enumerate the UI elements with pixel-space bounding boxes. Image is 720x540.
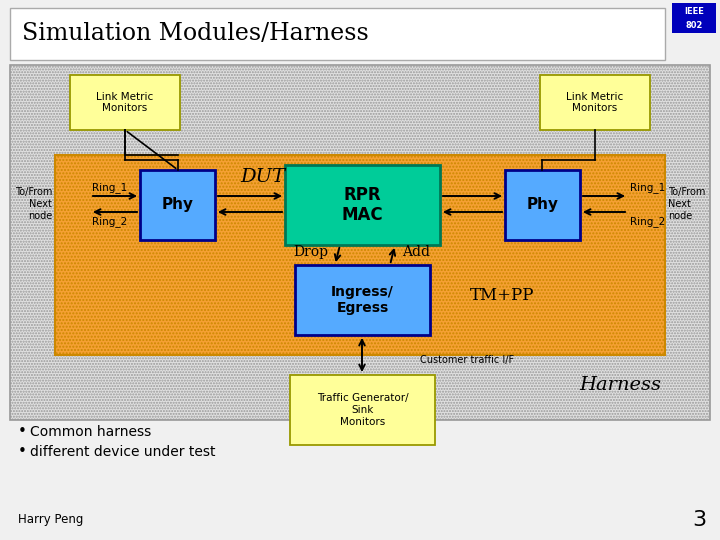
Text: To/From
Next
node: To/From Next node: [668, 187, 706, 221]
Text: Link Metric
Monitors: Link Metric Monitors: [567, 92, 624, 113]
Bar: [505, 170, 580, 240]
Text: TM+PP: TM+PP: [470, 287, 534, 303]
Bar: [295, 265, 430, 335]
Bar: [140, 170, 215, 240]
Bar: [285, 165, 440, 245]
Text: Link Metric
Monitors: Link Metric Monitors: [96, 92, 153, 113]
Text: Ring_2: Ring_2: [630, 216, 665, 227]
Text: Add: Add: [402, 245, 430, 259]
Text: IEEE: IEEE: [684, 6, 704, 16]
Bar: [10, 8, 665, 60]
Text: Customer traffic I/F: Customer traffic I/F: [420, 355, 514, 365]
Text: To/From
Next
node: To/From Next node: [14, 187, 52, 221]
Text: Drop: Drop: [293, 245, 328, 259]
Text: Harry Peng: Harry Peng: [18, 514, 84, 526]
Text: Ingress/
Egress: Ingress/ Egress: [331, 285, 394, 315]
Text: 3: 3: [692, 510, 706, 530]
Text: Traffic Generator/
Sink
Monitors: Traffic Generator/ Sink Monitors: [317, 394, 408, 427]
Bar: [70, 75, 180, 130]
Text: Phy: Phy: [161, 198, 194, 213]
Text: Phy: Phy: [526, 198, 559, 213]
Bar: [55, 155, 665, 355]
Text: RPR
MAC: RPR MAC: [342, 186, 383, 225]
Text: •: •: [18, 424, 27, 440]
Text: Common harness: Common harness: [30, 425, 151, 439]
Bar: [290, 375, 435, 445]
Text: Harness: Harness: [579, 376, 661, 394]
Text: DUT: DUT: [240, 168, 285, 186]
Text: Ring_2: Ring_2: [92, 216, 127, 227]
Text: different device under test: different device under test: [30, 445, 215, 459]
Text: •: •: [18, 444, 27, 460]
Text: Simulation Modules/Harness: Simulation Modules/Harness: [22, 23, 369, 45]
Bar: [10, 65, 710, 420]
Bar: [540, 75, 650, 130]
Text: Ring_1: Ring_1: [92, 182, 127, 193]
Bar: [672, 3, 716, 33]
Text: Ring_1: Ring_1: [630, 182, 665, 193]
Text: 802: 802: [685, 21, 703, 30]
